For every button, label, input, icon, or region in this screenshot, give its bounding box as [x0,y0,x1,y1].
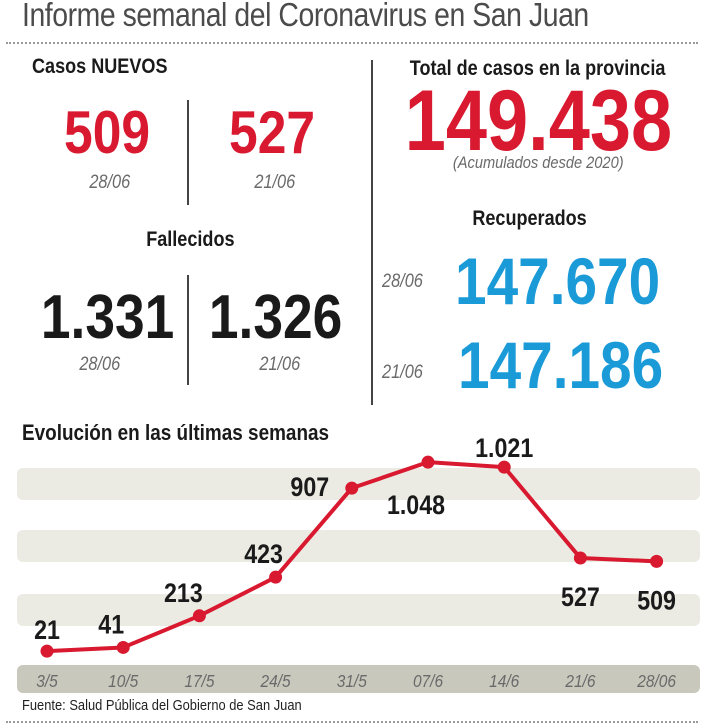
total-heading: Total de casos en la provincia [410,57,666,80]
data-label: 1.021 [475,434,533,464]
data-label: 423 [244,540,283,570]
total-note: (Acumulados desde 2020) [452,153,624,172]
recuperados-date-1: 28/06 [382,271,423,292]
fallecidos-value-1: 1.331 [40,283,175,352]
data-label: 213 [164,578,203,608]
x-tick-label: 17/5 [184,671,215,691]
data-point [573,551,587,565]
data-label: 527 [561,582,600,612]
data-point [421,455,435,469]
data-label: 907 [290,473,329,503]
data-point [192,609,206,623]
chart-band [17,530,700,562]
recuperados-heading: Recuperados [472,207,588,230]
top-divider [6,42,698,44]
data-label: 21 [34,616,60,646]
data-label: 41 [98,610,124,640]
recuperados-date-2: 21/06 [382,362,423,383]
fallecidos-heading: Fallecidos [145,228,235,251]
column-divider [371,60,373,405]
data-point [116,640,130,654]
x-tick-label: 31/5 [337,671,368,691]
chart-band [17,594,700,626]
x-tick-label: 28/06 [636,671,676,691]
x-tick-label: 14/6 [489,671,520,691]
bottom-divider [6,721,698,723]
x-tick-label: 07/6 [413,671,444,691]
x-tick-label: 24/5 [260,671,292,691]
fallecidos-date-1: 28/06 [79,354,121,375]
page-title: Informe semanal del Coronavirus en San J… [22,0,589,33]
fallecidos-value-2: 1.326 [208,283,343,352]
data-label: 1.048 [387,491,445,521]
casos-nuevos-value-2: 527 [229,99,316,166]
recuperados-value-2: 147.186 [458,328,664,402]
recuperados-value-1: 147.670 [455,244,661,318]
casos-nuevos-date-1: 28/06 [89,172,131,193]
data-point [269,570,283,584]
fallecidos-date-2: 21/06 [259,354,301,375]
data-point [650,554,664,568]
source-footer: Fuente: Salud Pública del Gobierno de Sa… [22,697,302,714]
x-axis-band [17,665,700,693]
casos-divider [187,100,189,205]
data-label: 509 [637,586,676,616]
data-point [40,644,54,658]
data-point [497,460,511,474]
casos-nuevos-value-1: 509 [64,99,151,166]
casos-nuevos-heading: Casos NUEVOS [32,55,168,78]
x-tick-label: 21/6 [564,671,596,691]
data-point [345,481,359,495]
casos-nuevos-date-2: 21/06 [254,172,296,193]
x-tick-label: 3/5 [36,671,58,691]
chart-title: Evolución en las últimas semanas [22,420,330,445]
x-tick-label: 10/5 [108,671,139,691]
total-value: 149.438 [404,73,672,169]
fallecidos-divider [187,275,189,385]
